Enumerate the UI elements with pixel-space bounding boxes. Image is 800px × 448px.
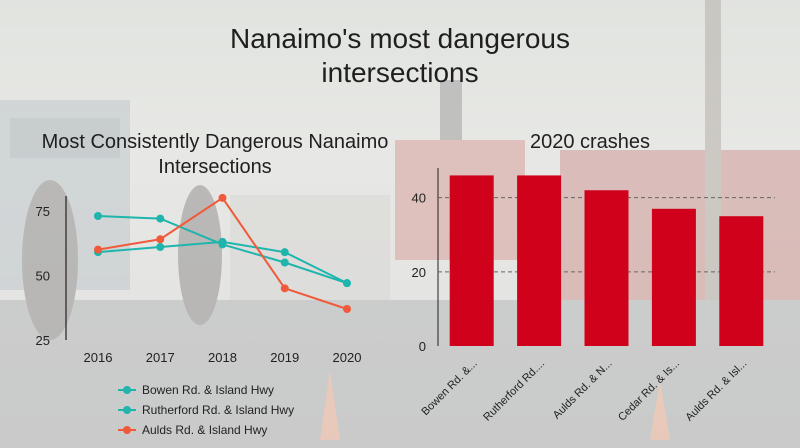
bar-y-tick-label: 0 [419, 339, 426, 354]
line-point [218, 237, 227, 246]
line-point [94, 212, 102, 220]
legend-label: Bowen Rd. & Island Hwy [142, 383, 275, 397]
bar [719, 216, 764, 346]
line-point [280, 284, 289, 293]
line-point [156, 214, 165, 223]
legend-swatch [118, 405, 136, 415]
bar [651, 208, 696, 346]
bar-y-tick-label: 20 [412, 265, 426, 280]
line-y-tick-label: 25 [36, 333, 50, 348]
line-chart-title: Most Consistently Dangerous Nanaimo Inte… [41, 131, 389, 178]
line-point [156, 235, 165, 244]
legend-item-aulds: Aulds Rd. & Island Hwy [118, 420, 294, 440]
bar-x-tick-label: Bowen Rd. &... [419, 358, 479, 418]
line-point [280, 258, 289, 267]
bar [517, 175, 562, 346]
line-y-tick-label: 50 [36, 268, 50, 283]
legend-item-bowen: Bowen Rd. & Island Hwy [118, 380, 294, 400]
line-point [343, 305, 351, 313]
bar-y-tick-label: 40 [412, 191, 426, 206]
page-title: Nanaimo's most dangerous intersections [230, 23, 570, 88]
line-x-tick-label: 2020 [333, 350, 362, 365]
legend-label: Aulds Rd. & Island Hwy [142, 423, 268, 437]
legend-swatch [118, 385, 136, 395]
line-point [343, 279, 351, 288]
line-x-tick-label: 2018 [208, 350, 237, 365]
legend-swatch [118, 425, 136, 435]
bar-x-tick-label: Rutherford Rd.... [481, 358, 547, 424]
bar [584, 190, 629, 346]
line-point [280, 248, 289, 257]
legend-label: Rutherford Rd. & Island Hwy [142, 403, 295, 417]
line-point [94, 245, 102, 254]
line-y-tick-label: 75 [36, 204, 50, 219]
line-point [156, 243, 165, 251]
line-x-tick-label: 2019 [270, 350, 299, 365]
bar [449, 175, 494, 346]
line-chart-legend: Bowen Rd. & Island Hwy Rutherford Rd. & … [118, 380, 294, 440]
bar-x-tick-label: Cedar Rd. & Is... [616, 358, 682, 424]
legend-item-rutherford: Rutherford Rd. & Island Hwy [118, 400, 294, 420]
line-x-tick-label: 2017 [146, 350, 175, 365]
bar-x-tick-label: Aulds Rd. & Isl... [683, 358, 749, 424]
line-x-tick-label: 2016 [84, 350, 113, 365]
line-point [218, 193, 227, 202]
bar-x-tick-label: Aulds Rd. & N... [551, 358, 615, 422]
bar-chart-title: 2020 crashes [529, 131, 651, 153]
